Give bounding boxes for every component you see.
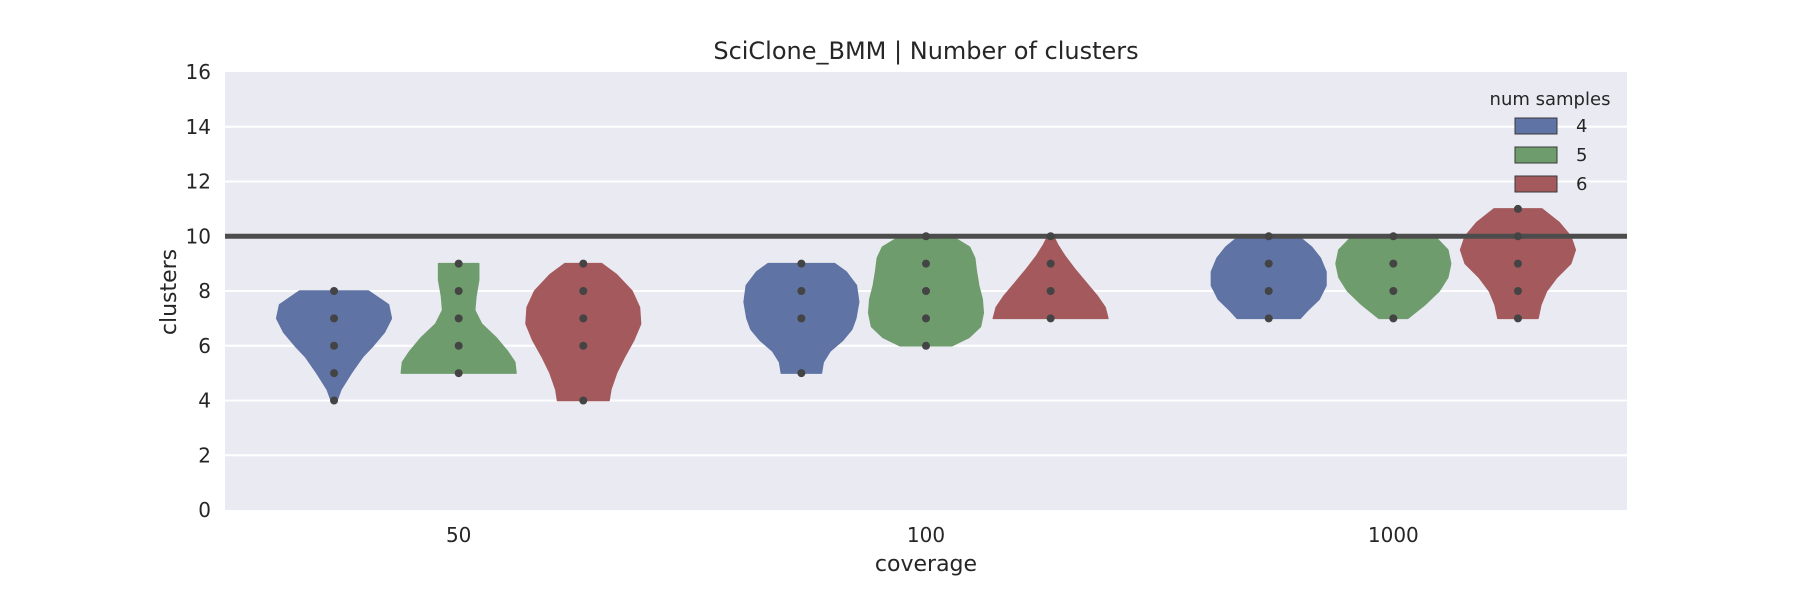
legend-swatch — [1514, 117, 1558, 135]
data-point — [579, 259, 588, 268]
y-tick-label: 4 — [198, 389, 211, 413]
legend-title: num samples — [1490, 89, 1611, 110]
data-point — [1264, 287, 1273, 295]
data-point — [330, 287, 339, 295]
data-point — [454, 314, 463, 323]
data-point — [454, 341, 463, 350]
data-point — [797, 369, 806, 378]
data-point — [1389, 259, 1398, 268]
data-point — [1513, 204, 1522, 213]
legend: num samples 4 5 6 — [1490, 89, 1611, 195]
points-layer — [330, 204, 1522, 405]
data-point — [797, 259, 806, 268]
data-point — [454, 369, 463, 378]
data-point — [1513, 314, 1522, 323]
y-tick-label: 8 — [198, 279, 211, 303]
data-point — [330, 396, 339, 405]
data-point — [797, 287, 806, 295]
violin-body — [525, 262, 642, 402]
data-point — [454, 259, 463, 268]
legend-swatch — [1514, 146, 1558, 164]
data-point — [1389, 232, 1398, 241]
y-tick-label: 0 — [198, 498, 211, 522]
x-axis-title: coverage — [875, 552, 977, 577]
y-axis-title: clusters — [157, 249, 182, 335]
data-point — [1264, 232, 1273, 241]
data-point — [922, 341, 930, 350]
data-point — [330, 341, 339, 350]
data-point — [579, 287, 588, 295]
y-tick-label: 10 — [186, 224, 211, 248]
data-point — [1264, 259, 1273, 268]
violin-body — [1210, 235, 1327, 320]
data-point — [922, 259, 930, 268]
x-tick-label: 100 — [907, 523, 945, 547]
data-point — [922, 287, 930, 295]
data-point — [330, 369, 339, 378]
data-point — [1513, 232, 1522, 241]
x-tick-label: 50 — [446, 523, 471, 547]
x-tick-labels: 50 100 1000 — [446, 523, 1419, 547]
data-point — [1046, 232, 1055, 241]
y-tick-label: 2 — [198, 443, 211, 467]
data-point — [454, 287, 463, 295]
legend-label: 5 — [1576, 145, 1587, 166]
y-tick-label: 14 — [186, 115, 211, 139]
y-tick-label: 12 — [186, 170, 211, 194]
data-point — [1389, 314, 1398, 323]
x-tick-label: 1000 — [1368, 523, 1419, 547]
data-point — [1513, 259, 1522, 268]
chart-title: SciClone_BMM | Number of clusters — [713, 37, 1138, 65]
data-point — [797, 314, 806, 323]
data-point — [1513, 287, 1522, 295]
data-point — [1389, 287, 1398, 295]
legend-swatch — [1514, 175, 1558, 193]
data-point — [1264, 314, 1273, 323]
data-point — [1046, 259, 1055, 268]
data-point — [1046, 314, 1055, 323]
data-point — [922, 314, 930, 323]
legend-label: 6 — [1576, 174, 1587, 195]
y-tick-label: 16 — [186, 60, 211, 84]
data-point — [579, 314, 588, 323]
data-point — [579, 341, 588, 350]
data-point — [579, 396, 588, 405]
legend-label: 4 — [1576, 116, 1587, 137]
data-point — [330, 314, 339, 323]
y-tick-label: 6 — [198, 334, 211, 358]
data-point — [922, 232, 930, 241]
y-tick-labels: 0 2 4 6 8 10 12 14 16 — [186, 60, 211, 522]
data-point — [1046, 287, 1055, 295]
